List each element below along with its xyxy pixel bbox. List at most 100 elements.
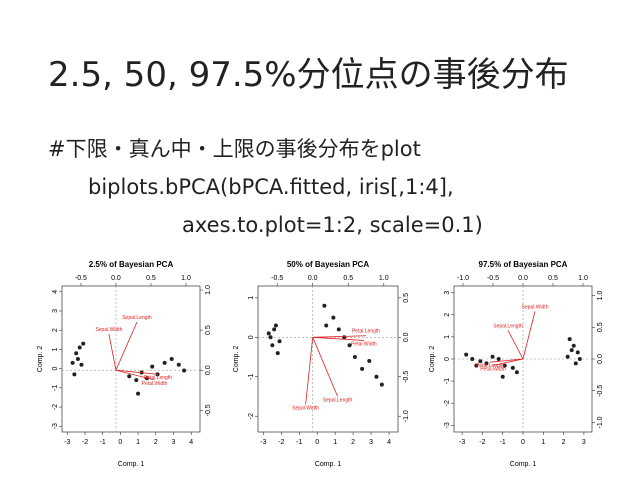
x2-tick-label: -0.5 — [75, 275, 87, 282]
y-tick-label: 2 — [52, 328, 59, 332]
y-tick-label: 1 — [248, 296, 255, 300]
x-label: Comp. 1 — [510, 461, 537, 468]
y-tick-label: -1 — [444, 378, 451, 384]
x-tick-label: -2 — [479, 439, 485, 446]
plot-title: 50% of Bayesian PCA — [287, 260, 369, 269]
x-tick-label: 4 — [189, 439, 193, 446]
x-tick-label: -3 — [260, 439, 266, 446]
point — [270, 343, 275, 348]
x-tick-label: -1 — [296, 439, 302, 446]
arrow-label: Petal.Length — [144, 375, 172, 381]
x2-tick-label: 0.5 — [343, 275, 353, 282]
x2-tick-label: 0.0 — [111, 275, 121, 282]
x2-tick-label: 1.0 — [578, 275, 588, 282]
x2-tick-label: -1.0 — [457, 275, 469, 282]
point — [266, 331, 271, 336]
y-tick-label: -2 — [444, 400, 451, 406]
point — [567, 337, 572, 342]
loading-arrow — [522, 311, 536, 360]
point — [575, 350, 580, 355]
y2-tick-label: 0.5 — [597, 322, 604, 332]
point — [162, 360, 167, 365]
y-tick-label: 1 — [52, 347, 59, 351]
point — [272, 327, 277, 332]
x-tick-label: -1 — [500, 439, 506, 446]
y2-tick-label: -0.5 — [597, 385, 604, 397]
point — [500, 374, 505, 379]
point — [324, 323, 329, 328]
x2-tick-label: 0.0 — [518, 275, 528, 282]
y-tick-label: -3 — [52, 423, 59, 429]
x2-tick-label: -0.5 — [487, 275, 499, 282]
y2-tick-label: -1.0 — [597, 416, 604, 428]
y-tick-label: 1 — [444, 335, 451, 339]
plot-frame — [61, 285, 201, 433]
x-tick-label: 0 — [315, 439, 319, 446]
point — [77, 345, 82, 350]
slide-title: 2.5, 50, 97.5%分位点の事後分布 — [48, 55, 569, 95]
y-tick-label: -2 — [248, 413, 255, 419]
point — [464, 352, 469, 357]
y2-tick-label: -0.5 — [403, 371, 410, 383]
arrow-label: Sepal.Length — [493, 323, 523, 329]
loading-arrow — [489, 358, 524, 363]
x-tick-label: 0 — [521, 439, 525, 446]
y-tick-label: 3 — [444, 291, 451, 295]
point — [273, 323, 278, 328]
y-tick-label: 4 — [52, 290, 59, 294]
loading-arrow — [312, 337, 338, 397]
x-tick-label: 2 — [351, 439, 355, 446]
point — [136, 391, 141, 396]
point — [577, 357, 582, 361]
point — [496, 357, 501, 361]
y-tick-label: -3 — [444, 422, 451, 428]
point — [182, 368, 187, 373]
arrow-label: Sepal.Length — [323, 397, 353, 403]
point — [72, 372, 77, 377]
y2-tick-label: 0.0 — [597, 354, 604, 364]
y-tick-label: -1 — [52, 385, 59, 391]
y-tick-label: 3 — [52, 309, 59, 313]
y-label: Comp. 2 — [429, 346, 436, 373]
loading-arrow — [115, 369, 159, 375]
y-label: Comp. 2 — [233, 346, 240, 373]
x2-tick-label: 0.0 — [308, 275, 318, 282]
x-tick-label: -2 — [82, 439, 88, 446]
x-label: Comp. 1 — [118, 461, 145, 468]
loading-arrow — [312, 335, 367, 338]
loading-arrow — [507, 330, 524, 360]
y2-tick-label: 0.0 — [403, 332, 410, 342]
loading-arrow — [305, 337, 314, 405]
x-tick-label: -1 — [100, 439, 106, 446]
point — [70, 360, 75, 365]
x-tick-label: 3 — [369, 439, 373, 446]
point — [75, 357, 80, 361]
point — [336, 327, 341, 332]
y-tick-label: 0 — [444, 357, 451, 361]
point — [474, 363, 479, 368]
y-tick-label: 2 — [444, 313, 451, 317]
x2-tick-label: -0.5 — [271, 275, 283, 282]
point — [569, 348, 574, 353]
point — [360, 366, 365, 371]
arrow-label: Sepal.Width — [95, 327, 122, 333]
x2-tick-label: 1.0 — [181, 275, 191, 282]
loading-arrow — [492, 358, 524, 366]
point — [367, 358, 372, 363]
point — [510, 365, 515, 370]
point — [127, 374, 132, 379]
y-tick-label: -2 — [52, 404, 59, 410]
point — [470, 357, 475, 361]
x-tick-label: 2 — [154, 439, 158, 446]
x-tick-label: 1 — [333, 439, 337, 446]
x-tick-label: -3 — [459, 439, 465, 446]
point — [275, 351, 280, 356]
y2-tick-label: 0.5 — [403, 293, 410, 303]
arrow-label: Sepal.Width — [292, 405, 319, 411]
slide-line: biplots.bPCA(bPCA.fitted, iris[,1:4], — [88, 175, 454, 199]
y-label: Comp. 2 — [37, 346, 44, 373]
point — [352, 355, 357, 360]
point — [342, 335, 347, 340]
loading-arrow — [108, 334, 117, 371]
y2-tick-label: -0.5 — [205, 404, 212, 416]
